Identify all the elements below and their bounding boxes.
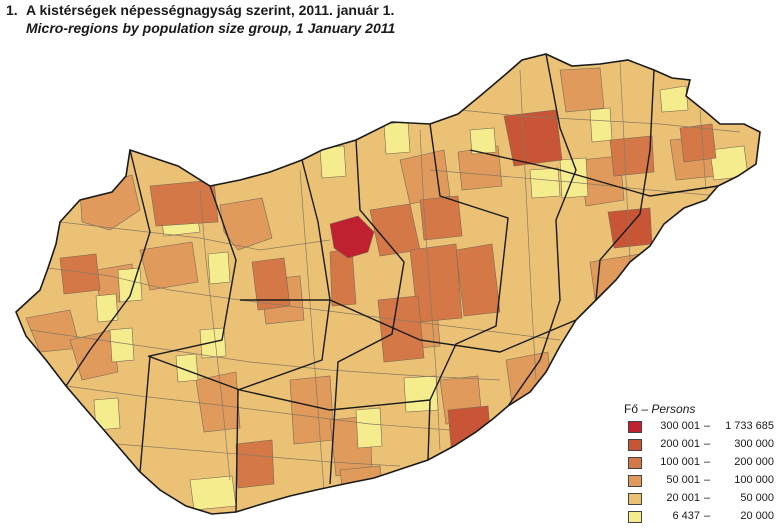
legend-dash: –: [704, 456, 711, 468]
legend-dash: –: [704, 438, 711, 450]
legend-row: 100 001– 200 000: [624, 456, 774, 472]
legend-low: 300 001: [660, 420, 700, 432]
class-300k-plus-region: [329, 215, 375, 259]
legend-high: 300 000: [734, 438, 774, 450]
legend-swatch: [628, 475, 642, 487]
legend-low: 50 001: [666, 474, 700, 486]
figure-number: 1.: [6, 2, 18, 18]
legend-swatch: [628, 493, 642, 505]
legend-row: 300 001– 1 733 685: [624, 420, 774, 436]
legend-high: 20 000: [740, 510, 774, 522]
legend-title-hu: Fő –: [624, 402, 649, 416]
legend-low: 200 001: [660, 438, 700, 450]
legend-dash: –: [704, 492, 711, 504]
country-outline: [15, 53, 761, 515]
legend-dash: –: [704, 474, 711, 486]
map-legend: Fő – Persons 300 001–1 733 685 200 001–30…: [624, 402, 774, 528]
legend-swatch: [628, 421, 642, 433]
legend-low: 20 001: [666, 492, 700, 504]
legend-title: Fő – Persons: [624, 402, 774, 416]
legend-dash: –: [704, 510, 711, 522]
legend-row: 50 001– 100 000: [624, 474, 774, 490]
legend-swatch: [628, 511, 642, 523]
legend-row: 20 001– 50 000: [624, 492, 774, 508]
legend-swatch: [628, 457, 642, 469]
legend-low: 100 001: [660, 456, 700, 468]
legend-title-en: Persons: [651, 402, 696, 416]
class-100k-200k-regions: [59, 123, 717, 489]
legend-high: 50 000: [740, 492, 774, 504]
legend-row: 6 437– 20 000: [624, 510, 774, 526]
title-english: Micro-regions by population size group, …: [26, 20, 396, 36]
title-hungarian: A kistérségek népességnagyság szerint, 2…: [26, 2, 395, 18]
legend-high: 200 000: [734, 456, 774, 468]
county-borders: [65, 54, 719, 513]
legend-swatch: [628, 439, 642, 451]
legend-high: 100 000: [734, 474, 774, 486]
legend-row: 200 001– 300 000: [624, 438, 774, 454]
legend-dash: –: [704, 420, 711, 432]
legend-low: 6 437: [672, 510, 700, 522]
legend-high: 1 733 685: [725, 420, 774, 432]
